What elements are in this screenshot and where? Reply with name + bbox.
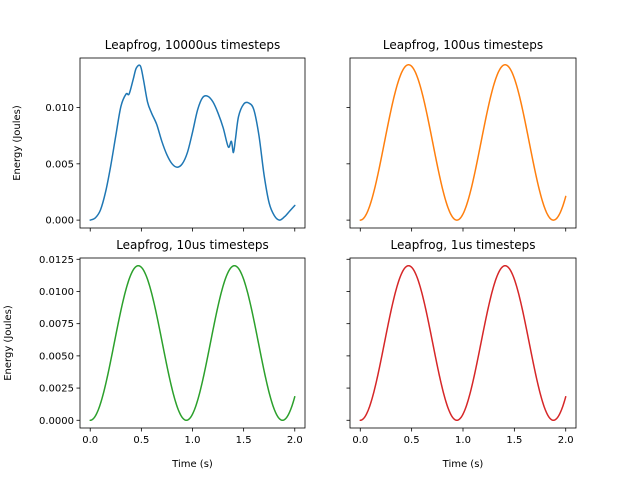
series-line bbox=[89, 264, 296, 422]
x-tick-label: 1.0 bbox=[455, 435, 471, 446]
x-tick-label: 1.5 bbox=[236, 435, 252, 446]
y-tick-label: 0.0000 bbox=[39, 416, 74, 427]
subplot-title: Leapfrog, 10000us timesteps bbox=[105, 38, 280, 52]
series-line bbox=[359, 64, 567, 221]
x-tick-label: 0.5 bbox=[404, 435, 420, 446]
subplot-4: 0.0 0.5 1.0 1.5 2.0 Leapfrog, 1us timesteps Ti… bbox=[346, 238, 577, 470]
y-tick-label: 0.0025 bbox=[39, 384, 74, 395]
x-tick-label: 0.0 bbox=[82, 435, 98, 446]
x-tick-label: 2.0 bbox=[287, 435, 303, 446]
subplot-3: 0.0 0.5 1.0 1.5 2.0 0.0000 0.0025 0.0050 0.0075 0… bbox=[3, 238, 306, 470]
x-axis-label: Time (s) bbox=[442, 459, 484, 470]
x-tick-label: 1.0 bbox=[185, 435, 201, 446]
x-tick-label: 0.5 bbox=[133, 435, 149, 446]
y-tick-label: 0.000 bbox=[45, 216, 74, 227]
subplot-title: Leapfrog, 100us timesteps bbox=[383, 38, 543, 52]
subplot-title: Leapfrog, 10us timesteps bbox=[116, 238, 269, 252]
x-axis-label: Time (s) bbox=[171, 459, 213, 470]
y-tick-label: 0.005 bbox=[45, 159, 74, 170]
subplot-2: Leapfrog, 100us timesteps bbox=[346, 38, 577, 232]
y-tick-label: 0.0050 bbox=[39, 351, 74, 362]
series-line bbox=[359, 264, 567, 422]
x-tick-label: 1.5 bbox=[506, 435, 522, 446]
y-tick-label: 0.010 bbox=[45, 103, 74, 114]
series-line bbox=[89, 64, 296, 221]
subplot-1: 0.000 0.005 0.010 Leapfrog, 10000us timeste… bbox=[12, 38, 306, 232]
y-tick-label: 0.0125 bbox=[39, 255, 74, 266]
y-tick-label: 0.0075 bbox=[39, 319, 74, 330]
x-tick-label: 2.0 bbox=[558, 435, 574, 446]
subplot-title: Leapfrog, 1us timesteps bbox=[391, 238, 536, 252]
x-tick-label: 0.0 bbox=[352, 435, 368, 446]
y-axis-label: Energy (Joules) bbox=[3, 305, 14, 381]
y-tick-label: 0.0100 bbox=[39, 287, 74, 298]
y-axis-label: Energy (Joules) bbox=[12, 105, 23, 181]
